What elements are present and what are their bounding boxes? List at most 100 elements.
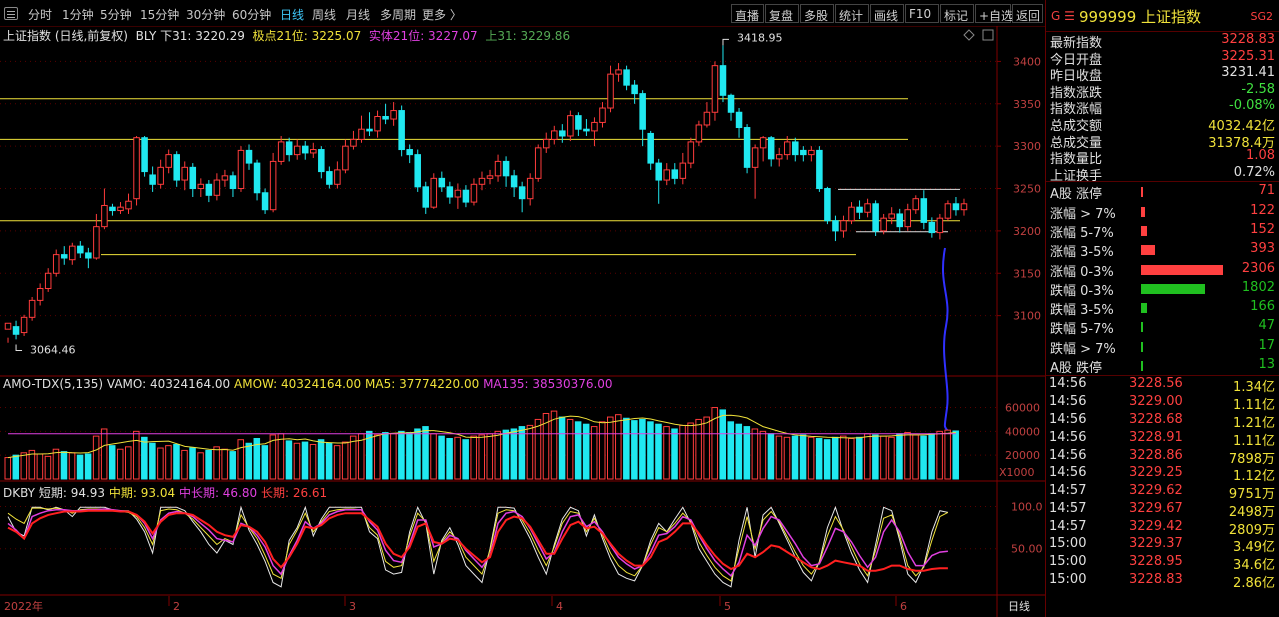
candle-body-27 xyxy=(221,175,229,181)
sg-badge[interactable]: SG2 xyxy=(1250,10,1273,23)
tick-time: 14:56 xyxy=(1049,429,1087,445)
candle-body-108 xyxy=(872,203,879,232)
toolbar-button-4[interactable]: 画线 xyxy=(870,4,904,23)
toolbar-button-5[interactable]: F10 xyxy=(905,4,939,23)
tick-row: 14:57 3229.62 9751万 xyxy=(1046,483,1279,502)
maximize-icon[interactable] xyxy=(982,29,994,41)
candle-body-2 xyxy=(20,316,28,334)
candle-body-44 xyxy=(358,128,365,140)
kline-chart[interactable]: 3400 3350 3300 3250 3200 3150 3100 3418.95 3064.… xyxy=(0,26,1045,617)
tab-9[interactable]: 多周期 xyxy=(380,8,417,22)
tick-row: 14:57 3229.67 2498万 xyxy=(1046,501,1279,520)
quote-panel: G ☰ 999999 上证指数 SG2 最新指数 3228.83 今日开盘 3225.… xyxy=(1045,0,1279,617)
candle-body-15 xyxy=(125,200,132,210)
volume-bar-42 xyxy=(341,441,349,480)
tab-7[interactable]: 周线 xyxy=(312,8,337,22)
volume-bar-22 xyxy=(181,449,188,480)
volume-bar-69 xyxy=(558,416,566,480)
quote-row: 昨日收盘 3231.41 xyxy=(1046,65,1279,84)
volume-bar-20 xyxy=(165,445,172,480)
volume-bar-17 xyxy=(141,436,148,480)
diamond-icon[interactable] xyxy=(963,29,975,41)
volume-bar-116 xyxy=(936,430,943,480)
candle-body-96 xyxy=(775,154,783,160)
group-badge[interactable]: G ☰ xyxy=(1051,9,1075,23)
chart-controls xyxy=(963,29,994,41)
volume-bar-13 xyxy=(108,445,116,480)
candle-body-57 xyxy=(462,189,470,203)
toolbar-button-2[interactable]: 多股 xyxy=(800,4,834,23)
candle-body-74 xyxy=(599,107,606,123)
tab-5[interactable]: 60分钟 xyxy=(232,8,272,22)
volume-bar-46 xyxy=(374,434,381,480)
volume-bar-90 xyxy=(727,421,735,480)
candle-body-89 xyxy=(719,65,727,96)
volume-bar-25 xyxy=(205,449,212,480)
volume-indicator-header: AMO-TDX(5,135) VAMO: 40324164.00 AMOW: 4… xyxy=(3,377,613,391)
candle-body-67 xyxy=(542,138,550,149)
candle-body-103 xyxy=(832,220,839,232)
candle-body-31 xyxy=(253,162,261,194)
breadth-label: 涨幅 3-5% xyxy=(1050,245,1114,261)
breadth-bar xyxy=(1141,245,1155,256)
volume-bar-61 xyxy=(494,430,502,480)
candle-body-76 xyxy=(615,69,622,75)
quote-row: 总成交额 4032.42亿 xyxy=(1046,115,1279,134)
breadth-row: A股 跌停 13 xyxy=(1046,356,1279,376)
tab-8[interactable]: 月线 xyxy=(346,8,371,22)
toolbar-button-6[interactable]: 标记 xyxy=(940,4,974,23)
quote-row: 指数涨幅 -0.08% xyxy=(1046,98,1279,118)
toolbar-button-7[interactable]: +自选 xyxy=(975,4,1013,23)
price-axis-label-0: 3400 xyxy=(1013,55,1041,68)
tick-amount: 1.12亿 xyxy=(1233,469,1275,485)
candle-body-71 xyxy=(575,115,582,130)
tab-0[interactable]: 分时 xyxy=(28,8,53,22)
candle-body-48 xyxy=(390,110,397,120)
candle-body-59 xyxy=(478,177,486,185)
toolbar-button-1[interactable]: 复盘 xyxy=(765,4,799,23)
candle-body-7 xyxy=(60,254,68,259)
tab-10[interactable]: 更多 〉 xyxy=(422,8,462,22)
breadth-value: 166 xyxy=(1250,299,1275,315)
menu-icon[interactable] xyxy=(4,7,18,20)
tab-2[interactable]: 5分钟 xyxy=(100,8,132,22)
candle-body-35 xyxy=(285,141,293,156)
candle-body-28 xyxy=(229,175,237,190)
volume-bar-30 xyxy=(245,442,253,480)
tick-list[interactable]: 14:56 3228.56 1.34亿 14:56 3229.00 1.11亿 14:56 3… xyxy=(1046,376,1279,591)
tab-6[interactable]: 日线 xyxy=(280,8,305,22)
volume-bar-110 xyxy=(888,436,895,480)
tab-3[interactable]: 15分钟 xyxy=(140,8,180,22)
candle-body-61 xyxy=(494,160,502,177)
candle-body-4 xyxy=(36,288,44,301)
toolbar-button-0[interactable]: 直播 xyxy=(731,4,764,23)
candle-body-18 xyxy=(149,174,156,185)
candle-body-3 xyxy=(28,299,36,318)
tab-1[interactable]: 1分钟 xyxy=(62,8,94,22)
candle-body-92 xyxy=(743,127,751,168)
volume-bar-117 xyxy=(944,429,951,480)
breadth-label: 涨幅 > 7% xyxy=(1050,206,1116,222)
volume-bar-28 xyxy=(229,451,236,480)
volume-bar-38 xyxy=(309,443,317,480)
toolbar-button-3[interactable]: 统计 xyxy=(835,4,869,23)
volume-bar-58 xyxy=(470,435,477,480)
candle-body-46 xyxy=(374,116,381,132)
tab-4[interactable]: 30分钟 xyxy=(186,8,226,22)
high-label: 3418.95 xyxy=(737,31,783,44)
volume-bar-49 xyxy=(398,430,405,480)
volume-bar-59 xyxy=(478,434,486,480)
candle-body-45 xyxy=(366,128,373,132)
timeframe-toolbar: 分时 1分钟 5分钟 15分钟 30分钟 60分钟 日线 周线 月线 多周期 更多 〉 直播 复盘 多股统… xyxy=(0,0,1045,27)
dkby-mid: 中期: 93.04 xyxy=(108,486,176,500)
toolbar-button-8[interactable]: 返回 xyxy=(1012,4,1043,23)
quote-label: 指数涨幅 xyxy=(1050,102,1103,118)
volume-bar-82 xyxy=(663,426,670,480)
dkby-long-line xyxy=(7,509,948,572)
quote-value: 1.08 xyxy=(1246,148,1275,164)
tick-amount: 2498万 xyxy=(1228,504,1275,520)
volume-bar-68 xyxy=(550,410,558,480)
candle-body-105 xyxy=(848,206,855,222)
candle-body-49 xyxy=(398,110,405,151)
volume-axis-label-2: 20000 xyxy=(1005,449,1040,462)
